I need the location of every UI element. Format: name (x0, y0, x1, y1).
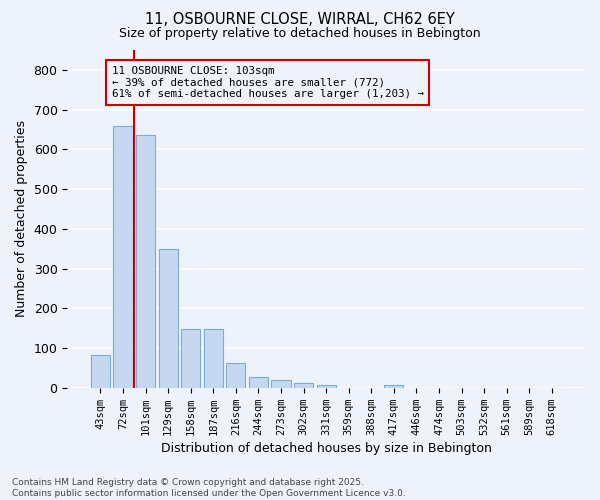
Text: 11 OSBOURNE CLOSE: 103sqm
← 39% of detached houses are smaller (772)
61% of semi: 11 OSBOURNE CLOSE: 103sqm ← 39% of detac… (112, 66, 424, 99)
Bar (271, 380, 290, 388)
X-axis label: Distribution of detached houses by size in Bebington: Distribution of detached houses by size … (161, 442, 491, 455)
Bar (294, 383, 313, 388)
Bar (91, 355, 110, 388)
Bar (317, 384, 336, 388)
Bar (181, 329, 200, 388)
Bar (203, 329, 223, 388)
Bar (226, 363, 245, 388)
Y-axis label: Number of detached properties: Number of detached properties (15, 120, 28, 318)
Bar (113, 126, 133, 388)
Text: Contains HM Land Registry data © Crown copyright and database right 2025.
Contai: Contains HM Land Registry data © Crown c… (12, 478, 406, 498)
Text: Size of property relative to detached houses in Bebington: Size of property relative to detached ho… (119, 28, 481, 40)
Bar (249, 376, 268, 388)
Bar (384, 385, 403, 388)
Text: 11, OSBOURNE CLOSE, WIRRAL, CH62 6EY: 11, OSBOURNE CLOSE, WIRRAL, CH62 6EY (145, 12, 455, 28)
Bar (158, 248, 178, 388)
Bar (136, 136, 155, 388)
